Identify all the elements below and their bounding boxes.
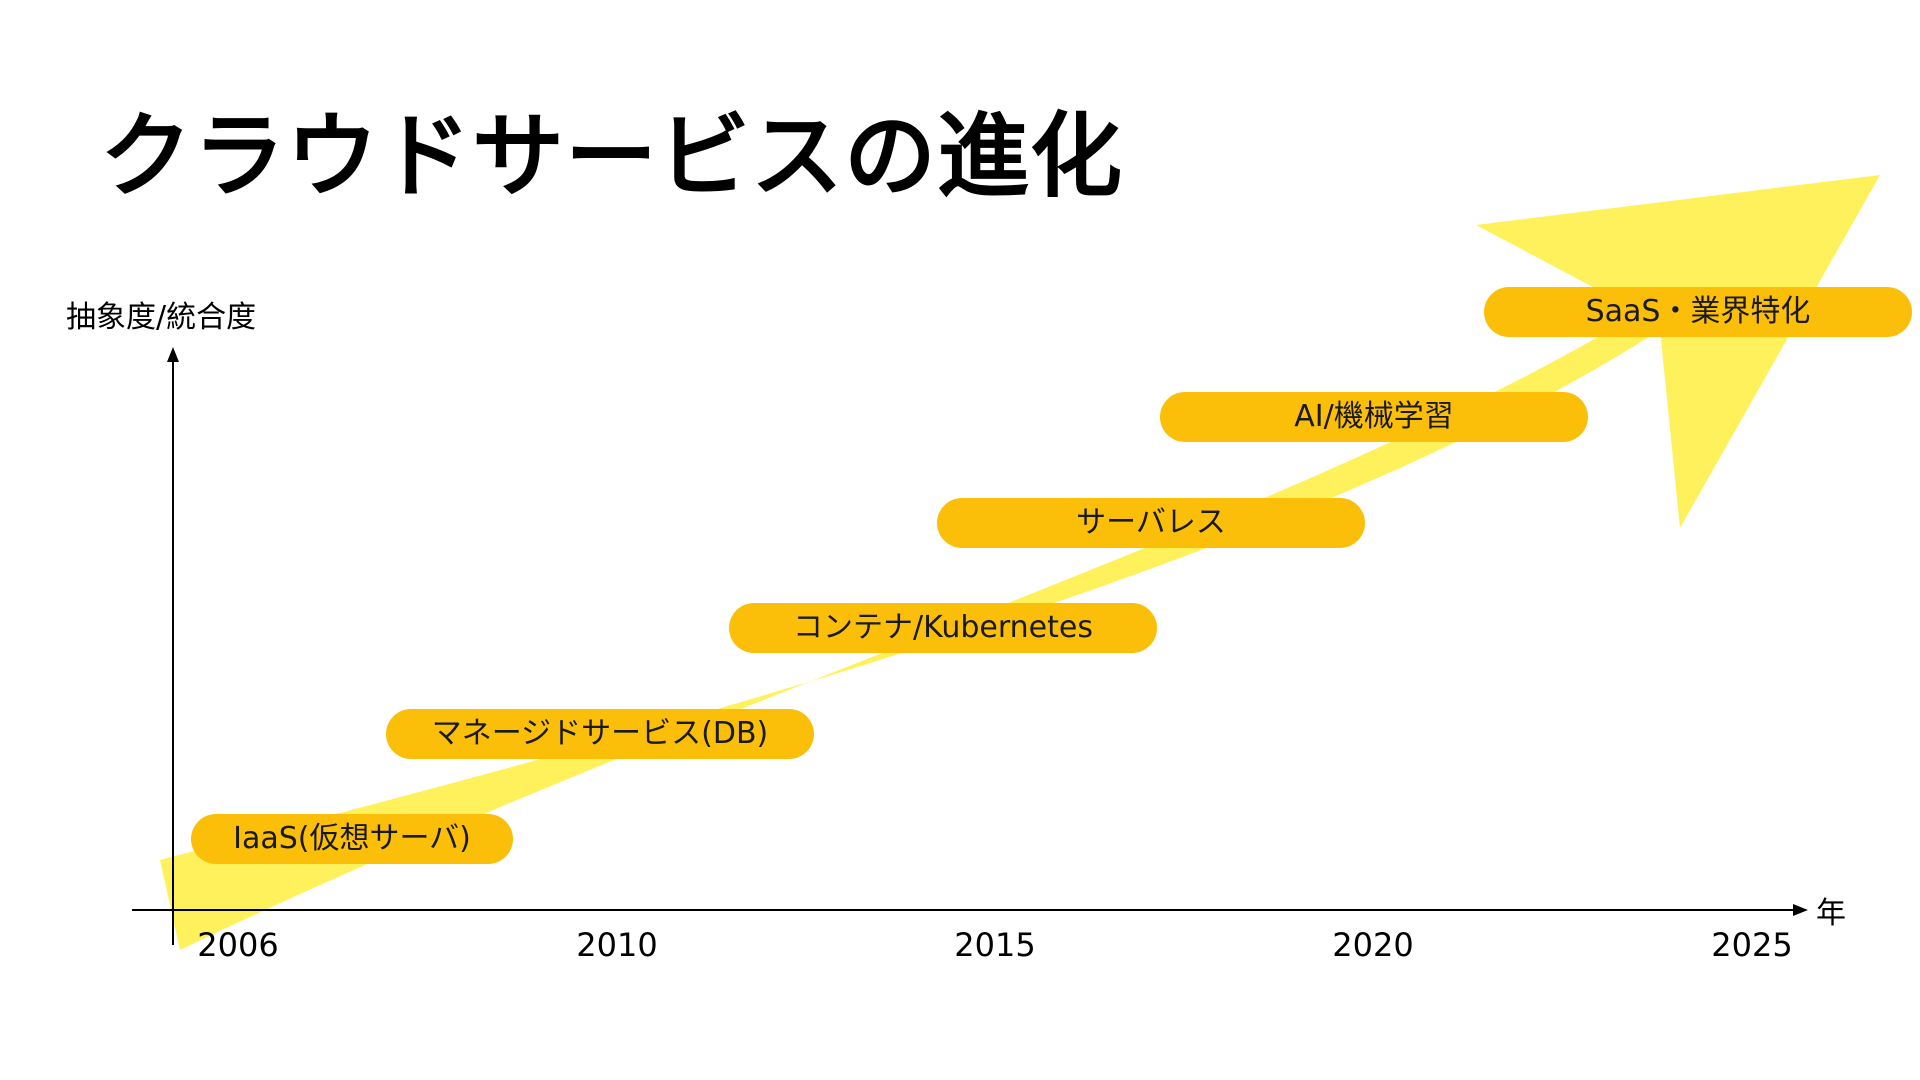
stage-pill-managed-services: マネージドサービス(DB): [386, 709, 814, 759]
stage-pill-serverless: サーバレス: [937, 498, 1365, 548]
page-title: クラウドサービスの進化: [100, 103, 1124, 210]
year-tick: 2010: [576, 926, 658, 964]
year-tick: 2015: [954, 926, 1036, 964]
stage-pill-iaas: IaaS(仮想サーバ): [191, 814, 513, 864]
x-axis-arrowhead: [1793, 904, 1808, 916]
x-axis-label: 年: [1816, 896, 1846, 931]
year-tick: 2020: [1332, 926, 1414, 964]
year-tick: 2006: [197, 926, 279, 964]
stage-pill-ai-ml: AI/機械学習: [1160, 392, 1588, 442]
stage-pill-saas: SaaS・業界特化: [1484, 287, 1912, 337]
y-axis-arrowhead: [167, 347, 179, 362]
stage-pill-containers: コンテナ/Kubernetes: [729, 603, 1157, 653]
y-axis-label: 抽象度/統合度: [66, 300, 257, 335]
year-tick: 2025: [1711, 926, 1793, 964]
